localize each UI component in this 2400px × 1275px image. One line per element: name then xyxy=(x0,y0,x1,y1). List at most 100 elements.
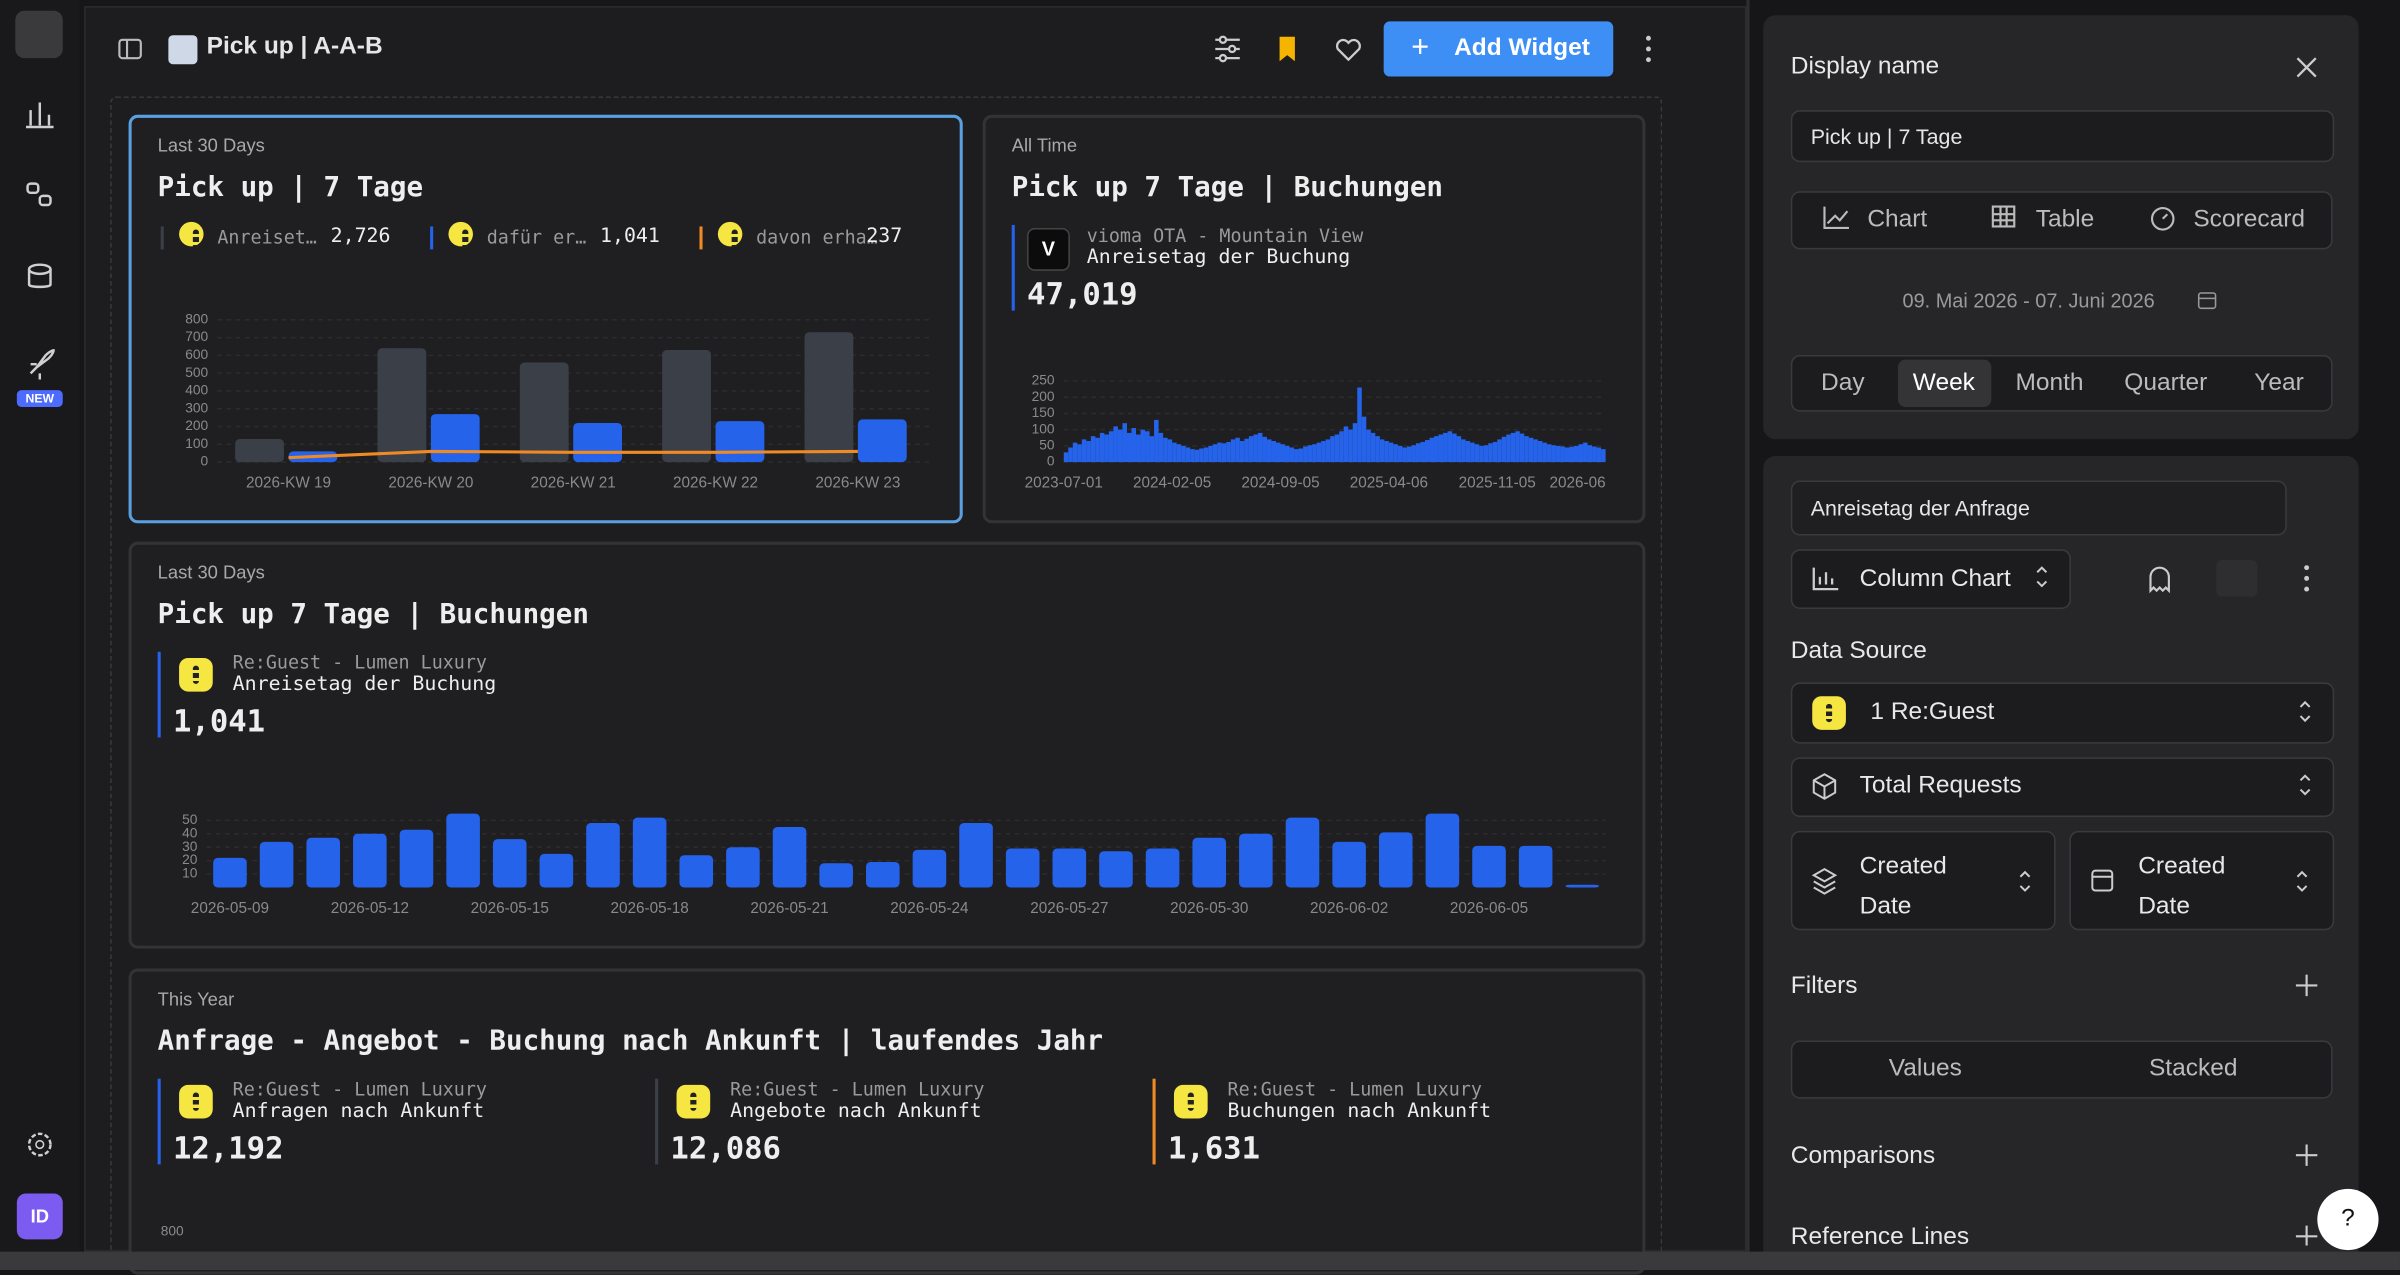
bar xyxy=(1415,443,1421,463)
bar xyxy=(1149,436,1155,463)
bar xyxy=(804,332,854,463)
widget[interactable]: Last 30 Days Pick up | 7 Tage Anreiset… 2… xyxy=(128,114,963,524)
source-logo xyxy=(179,1084,213,1119)
legend-label: davon erha… xyxy=(756,226,878,248)
add-widget-button[interactable] xyxy=(1383,21,1614,77)
select[interactable] xyxy=(1790,549,2071,609)
source-logo xyxy=(1173,1084,1208,1119)
bar xyxy=(1388,442,1394,463)
bar xyxy=(446,813,480,888)
chart: 800 xyxy=(161,1223,184,1238)
y-tick-label: 30 xyxy=(182,839,198,854)
close-button[interactable] xyxy=(2294,55,2318,79)
granularity-option[interactable]: Year xyxy=(2254,370,2304,397)
add-widget-label[interactable]: Add Widget xyxy=(1454,35,1590,62)
tab[interactable]: Table xyxy=(2035,206,2095,233)
bar xyxy=(1352,423,1358,463)
granularity-option[interactable]: Quarter xyxy=(2124,370,2208,397)
bar xyxy=(1208,445,1213,463)
bar xyxy=(1230,439,1236,463)
widget-period: All Time xyxy=(1011,134,1078,157)
x-tick-label: 2026-KW 20 xyxy=(388,475,473,492)
bar xyxy=(1474,444,1480,463)
legend: Anreiset… 2,726 dafür er… 1,041 davon erha… 2… xyxy=(132,221,959,253)
legend-total: 2,726 xyxy=(330,224,391,248)
text-input[interactable] xyxy=(1790,110,2335,163)
legend-marker xyxy=(699,226,703,250)
x-tick-label: 2026-05-09 xyxy=(191,900,269,917)
widget[interactable]: All Time Pick up 7 Tage | Buchungen V vi… xyxy=(982,114,1646,524)
kpi-metric: Angebote nach Ankunft xyxy=(730,1100,982,1124)
bar xyxy=(1131,428,1137,463)
calendar-icon[interactable] xyxy=(2196,289,2217,310)
bar xyxy=(1357,387,1362,463)
bar xyxy=(1303,446,1308,463)
app-logo[interactable] xyxy=(15,10,63,59)
header-icons[interactable] xyxy=(1209,31,1377,68)
bar xyxy=(353,833,387,888)
source-logo xyxy=(717,221,743,248)
bar xyxy=(1497,439,1502,463)
date-range[interactable]: 09. Mai 2026 - 07. Juni 2026 xyxy=(1902,289,2155,313)
bar xyxy=(857,419,907,463)
widget-title: Anfrage - Angebot - Buchung nach Ankunft… xyxy=(157,1025,1104,1058)
add-buttons[interactable] xyxy=(2293,970,2321,1246)
select[interactable] xyxy=(1790,757,2335,818)
y-tick-label: 400 xyxy=(185,383,208,398)
kpi-metric: Anfragen nach Ankunft xyxy=(232,1100,485,1124)
section-label: Data Source xyxy=(1790,638,1927,665)
tab[interactable]: Chart xyxy=(1867,206,1928,233)
bar xyxy=(1587,445,1593,463)
avatar[interactable]: ID xyxy=(16,1193,63,1240)
widget[interactable]: This Year Anfrage - Angebot - Buchung na… xyxy=(128,968,1646,1275)
bar xyxy=(539,853,574,888)
granularity-option[interactable]: Day xyxy=(1821,370,1865,397)
bar xyxy=(1434,436,1439,463)
chevrons xyxy=(2299,700,2311,796)
select[interactable] xyxy=(2069,830,2335,931)
tab[interactable]: Scorecard xyxy=(2193,206,2305,233)
bar xyxy=(519,362,569,463)
bar xyxy=(1271,441,1276,463)
option-icons[interactable] xyxy=(2143,560,2327,597)
select[interactable] xyxy=(1790,682,2335,744)
kpi-source: Re:Guest - Lumen Luxury xyxy=(232,651,487,674)
granularity-option[interactable]: Month xyxy=(2015,370,2084,397)
y-tick-label: 50 xyxy=(182,812,198,827)
x-tick-label: 2026-05-12 xyxy=(331,900,409,917)
bar xyxy=(1117,429,1123,463)
y-tick-label: 300 xyxy=(185,400,208,415)
widget[interactable]: Last 30 Days Pick up 7 Tage | Buchungen … xyxy=(128,541,1646,949)
bar xyxy=(1126,432,1132,463)
kpi-marker xyxy=(655,1078,659,1165)
bar xyxy=(1425,813,1460,888)
y-tick-label: 10 xyxy=(182,866,198,881)
bar xyxy=(1592,446,1597,463)
granularity-option[interactable]: Week xyxy=(1912,370,1975,397)
widget-title: Pick up | 7 Tage xyxy=(157,171,424,204)
select-value: Column Chart xyxy=(1859,566,2011,593)
bar xyxy=(1145,431,1150,463)
select-value: 1 Re:Guest xyxy=(1870,699,1995,726)
bar xyxy=(1181,445,1186,463)
help-button[interactable]: ? xyxy=(2317,1188,2379,1251)
bar xyxy=(1506,434,1511,463)
more-menu[interactable] xyxy=(1638,34,1659,65)
bar xyxy=(1348,429,1353,463)
bar xyxy=(377,348,427,463)
bar xyxy=(1167,439,1173,463)
settings-icon[interactable] xyxy=(23,1128,57,1162)
y-tick-label: 800 xyxy=(161,1223,184,1238)
tab[interactable]: Stacked xyxy=(2148,1055,2238,1082)
bar xyxy=(1510,432,1516,463)
tab[interactable]: Values xyxy=(1888,1055,1962,1082)
bar xyxy=(1163,437,1168,463)
bar xyxy=(1583,442,1588,463)
sidebar-toggle[interactable] xyxy=(116,35,144,63)
nav-icons[interactable] xyxy=(21,95,58,401)
field-input[interactable] xyxy=(1790,480,2287,536)
line xyxy=(288,449,858,460)
x-tick-label: 2026-05-15 xyxy=(471,900,549,917)
select[interactable] xyxy=(1790,830,2056,931)
